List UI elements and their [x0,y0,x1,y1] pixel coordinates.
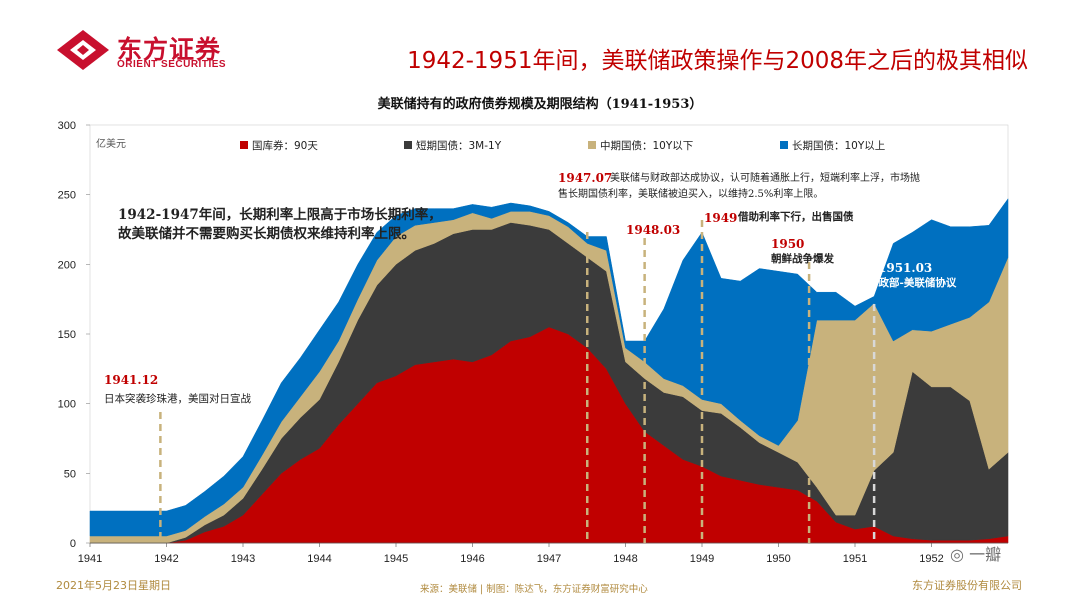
event-text-5: 财政部-美联储协议 [867,276,957,289]
x-tick-label: 1942 [154,553,178,565]
footer-source: 来源：美联储 | 制图：陈达飞，东方证券财富研究中心 [420,581,648,595]
chart-annotation-box: 1942-1947年间，长期利率上限高于市场长期利率，故美联储并不需要购买长期债… [118,206,448,244]
y-tick-label: 50 [64,468,76,480]
legend-swatch-2 [588,141,596,149]
watermark: ◎ 一瓣 [950,541,1001,565]
event-text-4: 朝鲜战争爆发 [771,252,834,265]
legend-swatch-3 [780,141,788,149]
slide: 东方证券 ORIENT SECURITIES 1942-1951年间，美联储政策… [0,0,1080,610]
event-date-5: 1951.03 [878,261,932,275]
event-date-0: 1941.12 [104,373,158,387]
x-tick-label: 1941 [78,553,102,565]
legend-label-2: 中期国债：10Y以下 [600,139,693,152]
x-tick-label: 1947 [537,553,561,565]
watermark-text: 一瓣 [969,545,1001,564]
event-text-0: 日本突袭珍珠港，美国对日宣战 [104,392,251,405]
y-tick-label: 150 [58,329,76,341]
event-text-1: 美联储与财政部达成协议，认可随着通胀上行，短端利率上浮，市场抛售长期国债利率，美… [558,171,920,200]
x-tick-label: 1945 [384,553,408,565]
y-tick-label: 100 [58,399,76,411]
legend-swatch-1 [404,141,412,149]
x-tick-label: 1943 [231,553,255,565]
x-tick-label: 1950 [766,553,790,565]
event-date-4: 1950 [771,237,804,251]
event-text-3: 借助利率下行，出售国债 [737,210,854,223]
legend-label-0: 国库券：90天 [252,139,318,152]
legend-label-3: 长期国债：10Y以上 [792,139,885,152]
y-tick-label: 200 [58,259,76,271]
y-axis-label: 亿美元 [96,137,126,150]
wechat-icon: ◎ [950,545,964,564]
footer-date: 2021年5月23日星期日 [56,577,171,593]
y-tick-label: 250 [58,190,76,202]
x-tick-label: 1952 [919,553,943,565]
legend-label-1: 短期国债：3M-1Y [416,139,502,152]
y-tick-label: 300 [58,120,76,132]
event-date-2: 1948.03 [626,223,680,237]
footer-company: 东方证券股份有限公司 [912,577,1022,593]
x-tick-label: 1951 [843,553,867,565]
x-tick-label: 1948 [613,553,637,565]
stacked-area-chart: 0 50 100 150 200 250 300 亿美元 1941 1942 1943 1944 194… [0,0,1080,610]
x-tick-label: 1946 [460,553,484,565]
x-tick-label: 1944 [307,553,331,565]
x-tick-label: 1949 [690,553,714,565]
event-date-3: 1949 [704,211,737,225]
legend-swatch-0 [240,141,248,149]
event-date-1: 1947.07 [558,171,612,185]
y-tick-label: 0 [70,538,76,550]
